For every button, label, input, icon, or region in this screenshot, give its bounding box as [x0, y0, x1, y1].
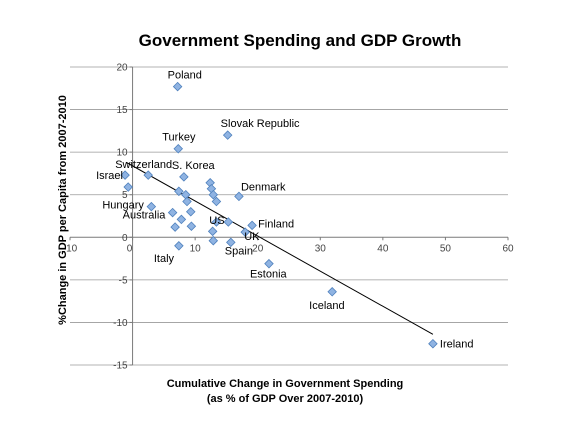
point-label: Slovak Republic: [221, 118, 300, 130]
data-point: [174, 186, 184, 197]
point-label: Finland: [258, 218, 294, 230]
point-label: Turkey: [162, 132, 196, 144]
data-point: [182, 196, 192, 207]
x-tick-labels: -10 0 10 20 30 40 50 60: [63, 243, 514, 254]
y-tick-labels: 20 15 10 5 0 -5 -10 -15: [113, 63, 128, 372]
y-axis-title: %Change in GDP per Capita from 2007-2010: [57, 95, 69, 325]
data-point: [222, 130, 233, 140]
x-tick-label: 60: [502, 243, 514, 254]
data-point: [211, 217, 222, 227]
point-label: S. Korea: [172, 160, 216, 172]
data-point: [240, 227, 250, 237]
data-point: [207, 226, 218, 237]
point-label: Hungary: [102, 200, 144, 212]
data-point: [208, 235, 219, 246]
y-tick-label: -15: [113, 361, 128, 372]
data-point: [226, 237, 236, 248]
x-tick-label: 50: [440, 243, 452, 254]
data-point: [185, 206, 196, 217]
axes: [69, 66, 509, 366]
point-label: Spain: [225, 245, 253, 257]
point-label: UK: [244, 231, 260, 243]
point-label: Iceland: [309, 300, 344, 312]
data-point: [170, 222, 180, 232]
data-point: [123, 182, 133, 192]
data-point: [428, 338, 438, 349]
y-tick-label: 15: [116, 105, 128, 116]
x-tick-label: 40: [377, 243, 389, 254]
data-point: [247, 220, 257, 231]
point-label: Ireland: [440, 339, 474, 351]
y-tick-label: 5: [122, 190, 128, 201]
x-axis-title-line-2: (as % of GDP Over 2007-2010): [207, 393, 364, 405]
data-point: [223, 217, 234, 227]
x-tick-label: 0: [127, 243, 133, 254]
x-tick-label: -10: [63, 243, 78, 254]
data-points: [120, 81, 438, 349]
data-point: [234, 191, 244, 202]
point-label: Israel: [96, 170, 123, 182]
data-point: [174, 241, 184, 251]
chart-title: Government Spending and GDP Growth: [139, 31, 462, 50]
data-point: [186, 221, 197, 231]
data-point: [179, 172, 189, 182]
y-tick-label: -5: [119, 275, 128, 286]
y-tick-label: 20: [116, 63, 128, 74]
x-tick-label: 30: [315, 243, 327, 254]
point-label: Switzerland: [115, 159, 172, 171]
point-label: Denmark: [241, 181, 286, 193]
data-point: [167, 207, 178, 218]
data-point: [173, 143, 184, 154]
point-label: Estonia: [250, 269, 288, 281]
data-point: [172, 81, 183, 92]
x-tick-label: 10: [190, 243, 202, 254]
data-point: [146, 201, 157, 212]
point-label: Poland: [168, 70, 202, 82]
point-label: Australia: [123, 210, 167, 222]
data-point: [120, 170, 130, 180]
point-labels: Poland Slovak Republic Turkey IsraelSwitzer…: [96, 70, 473, 351]
data-point: [211, 196, 222, 207]
point-label: US: [209, 215, 224, 227]
x-axis-title-line-1: Cumulative Change in Government Spending: [167, 378, 404, 390]
gridlines: [70, 66, 508, 366]
y-tick-label: -10: [113, 318, 128, 329]
data-point: [143, 170, 153, 180]
y-tick-label: 0: [122, 233, 128, 244]
data-point: [208, 189, 219, 200]
x-tick-label: 20: [252, 243, 264, 254]
data-point: [176, 214, 187, 225]
data-point: [327, 287, 337, 297]
y-tick-label: 10: [116, 148, 128, 159]
point-label: Italy: [154, 253, 175, 265]
data-point: [264, 258, 274, 269]
